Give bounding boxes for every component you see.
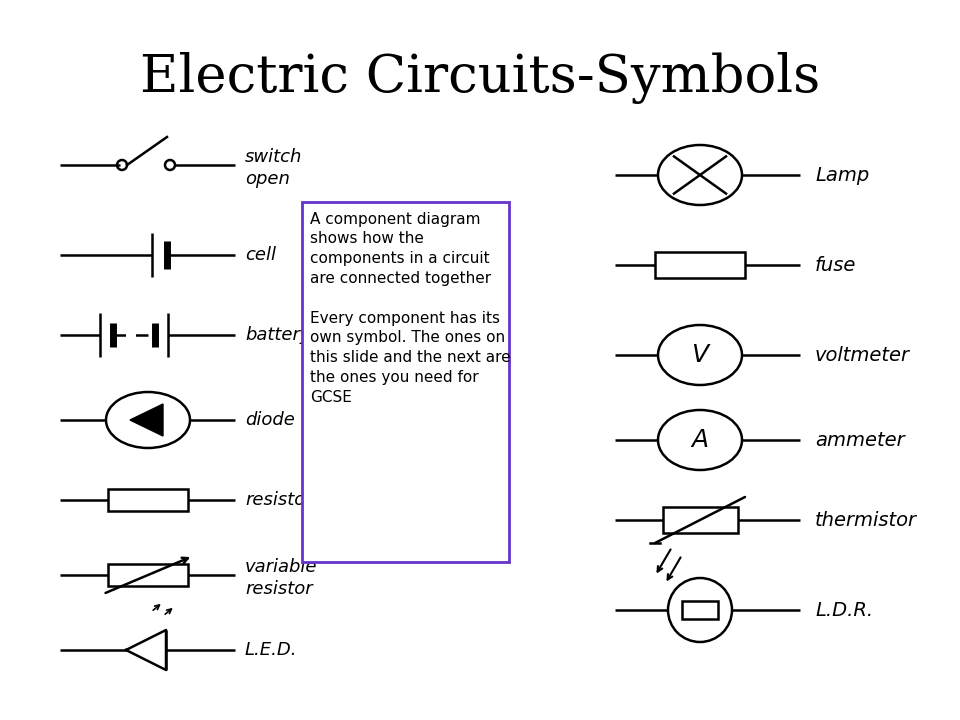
Ellipse shape [658,145,742,205]
Text: resistor: resistor [245,580,313,598]
Ellipse shape [668,578,732,642]
Text: A: A [691,428,708,452]
Ellipse shape [106,392,190,448]
Ellipse shape [658,325,742,385]
Text: voltmeter: voltmeter [815,346,910,364]
Text: switch: switch [245,148,302,166]
Text: Lamp: Lamp [815,166,869,184]
Text: L.E.D.: L.E.D. [245,641,298,659]
Text: cell: cell [245,246,276,264]
Polygon shape [126,630,166,670]
Bar [663,507,738,533]
Text: thermistor: thermistor [815,510,917,529]
Text: resistor: resistor [245,491,313,509]
Bar [108,489,188,511]
Text: battery: battery [245,326,310,344]
Text: Electric Circuits-Symbols: Electric Circuits-Symbols [140,52,820,104]
Text: diode: diode [245,411,295,429]
Text: fuse: fuse [815,256,856,274]
Polygon shape [130,404,163,436]
Bar [302,202,509,562]
Text: open: open [245,170,290,188]
Bar [655,252,745,278]
Text: V: V [691,343,708,367]
Text: variable: variable [245,558,318,576]
Text: ammeter: ammeter [815,431,904,449]
Bar [108,564,188,586]
Bar [682,601,718,619]
Text: A component diagram
shows how the
components in a circuit
are connected together: A component diagram shows how the compon… [310,212,511,405]
Ellipse shape [658,410,742,470]
Text: L.D.R.: L.D.R. [815,600,874,619]
